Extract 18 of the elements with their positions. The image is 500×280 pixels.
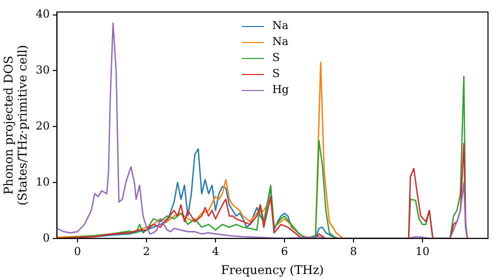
x-tick-label: 8 [350, 244, 357, 258]
y-tick-label: 10 [36, 175, 50, 188]
x-tick-label: 6 [280, 244, 288, 258]
legend-label: Na [272, 34, 288, 50]
y-tick-label: 40 [36, 8, 50, 21]
x-tick-label: 2 [142, 244, 150, 258]
x-axis-title: Frequency (THz) [220, 262, 324, 277]
x-tick-label: 0 [74, 244, 81, 258]
y-tick-label: 0 [42, 231, 50, 244]
y-axis-title: Phonon projected DOS (States/THz·primitive cell) [1, 44, 30, 206]
y-tick-label: 30 [36, 64, 50, 77]
y-tick-label: 20 [36, 119, 50, 132]
x-tick-label: 10 [415, 244, 430, 258]
x-tick-label: 4 [212, 244, 219, 258]
legend-label: Na [272, 18, 288, 34]
legend-label: S [272, 66, 280, 82]
legend-label: Hg [272, 82, 289, 98]
legend-label: S [272, 50, 280, 66]
